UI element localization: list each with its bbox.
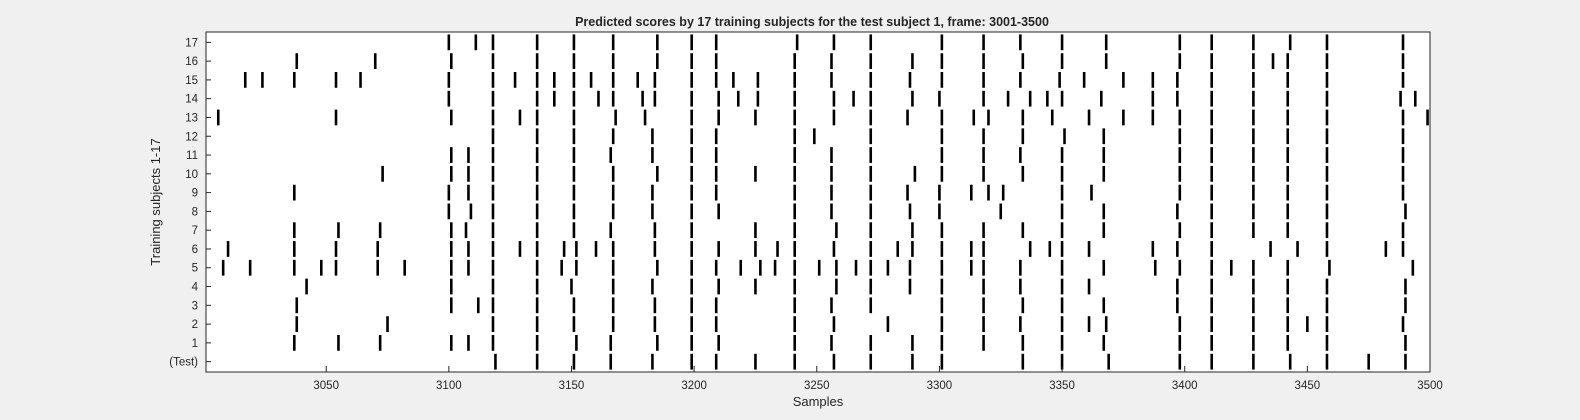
x-tick-label: 3500 xyxy=(1417,380,1443,392)
y-tick-label: 13 xyxy=(185,112,198,124)
y-tick-label: 17 xyxy=(185,37,198,49)
y-tick-label: 12 xyxy=(185,131,198,143)
x-tick-label: 3100 xyxy=(436,380,462,392)
x-tick-label: 3150 xyxy=(559,380,585,392)
y-tick-label: 11 xyxy=(186,150,198,162)
x-tick-label: 3300 xyxy=(927,380,953,392)
y-tick-label: 2 xyxy=(192,319,198,331)
plot-area xyxy=(206,32,1430,372)
y-tick-label: 14 xyxy=(185,94,198,106)
x-tick-label: 3350 xyxy=(1049,380,1075,392)
y-tick-label: 6 xyxy=(192,244,198,256)
y-tick-label: 4 xyxy=(192,282,199,294)
chart-title: Predicted scores by 17 training subjects… xyxy=(575,15,1049,29)
y-tick-label: (Test) xyxy=(169,357,198,369)
y-tick-label: 3 xyxy=(192,300,198,312)
y-tick-label: 8 xyxy=(192,206,198,218)
y-axis-label: Training subjects 1-17 xyxy=(148,138,163,265)
event-marks xyxy=(216,34,1429,370)
axes-frame xyxy=(205,31,1431,373)
x-tick-label: 3050 xyxy=(313,380,339,392)
x-tick-label: 3250 xyxy=(804,380,830,392)
x-tick-label: 3400 xyxy=(1172,380,1198,392)
y-tick-label: 7 xyxy=(192,225,198,237)
x-tick-label: 3200 xyxy=(681,380,707,392)
y-tick-label: 15 xyxy=(185,75,198,87)
y-tick-label: 9 xyxy=(192,188,198,200)
y-tick-label: 5 xyxy=(192,263,198,275)
x-tick-label: 3450 xyxy=(1295,380,1321,392)
x-axis-ticks: 3050 3100 3150 3200 3250 3300 3350 3400 3450 3500 xyxy=(313,366,1443,392)
x-axis-label: Samples xyxy=(793,394,844,409)
y-tick-label: 10 xyxy=(185,169,198,181)
y-tick-label: 1 xyxy=(192,338,198,350)
y-tick-label: 16 xyxy=(185,56,198,68)
